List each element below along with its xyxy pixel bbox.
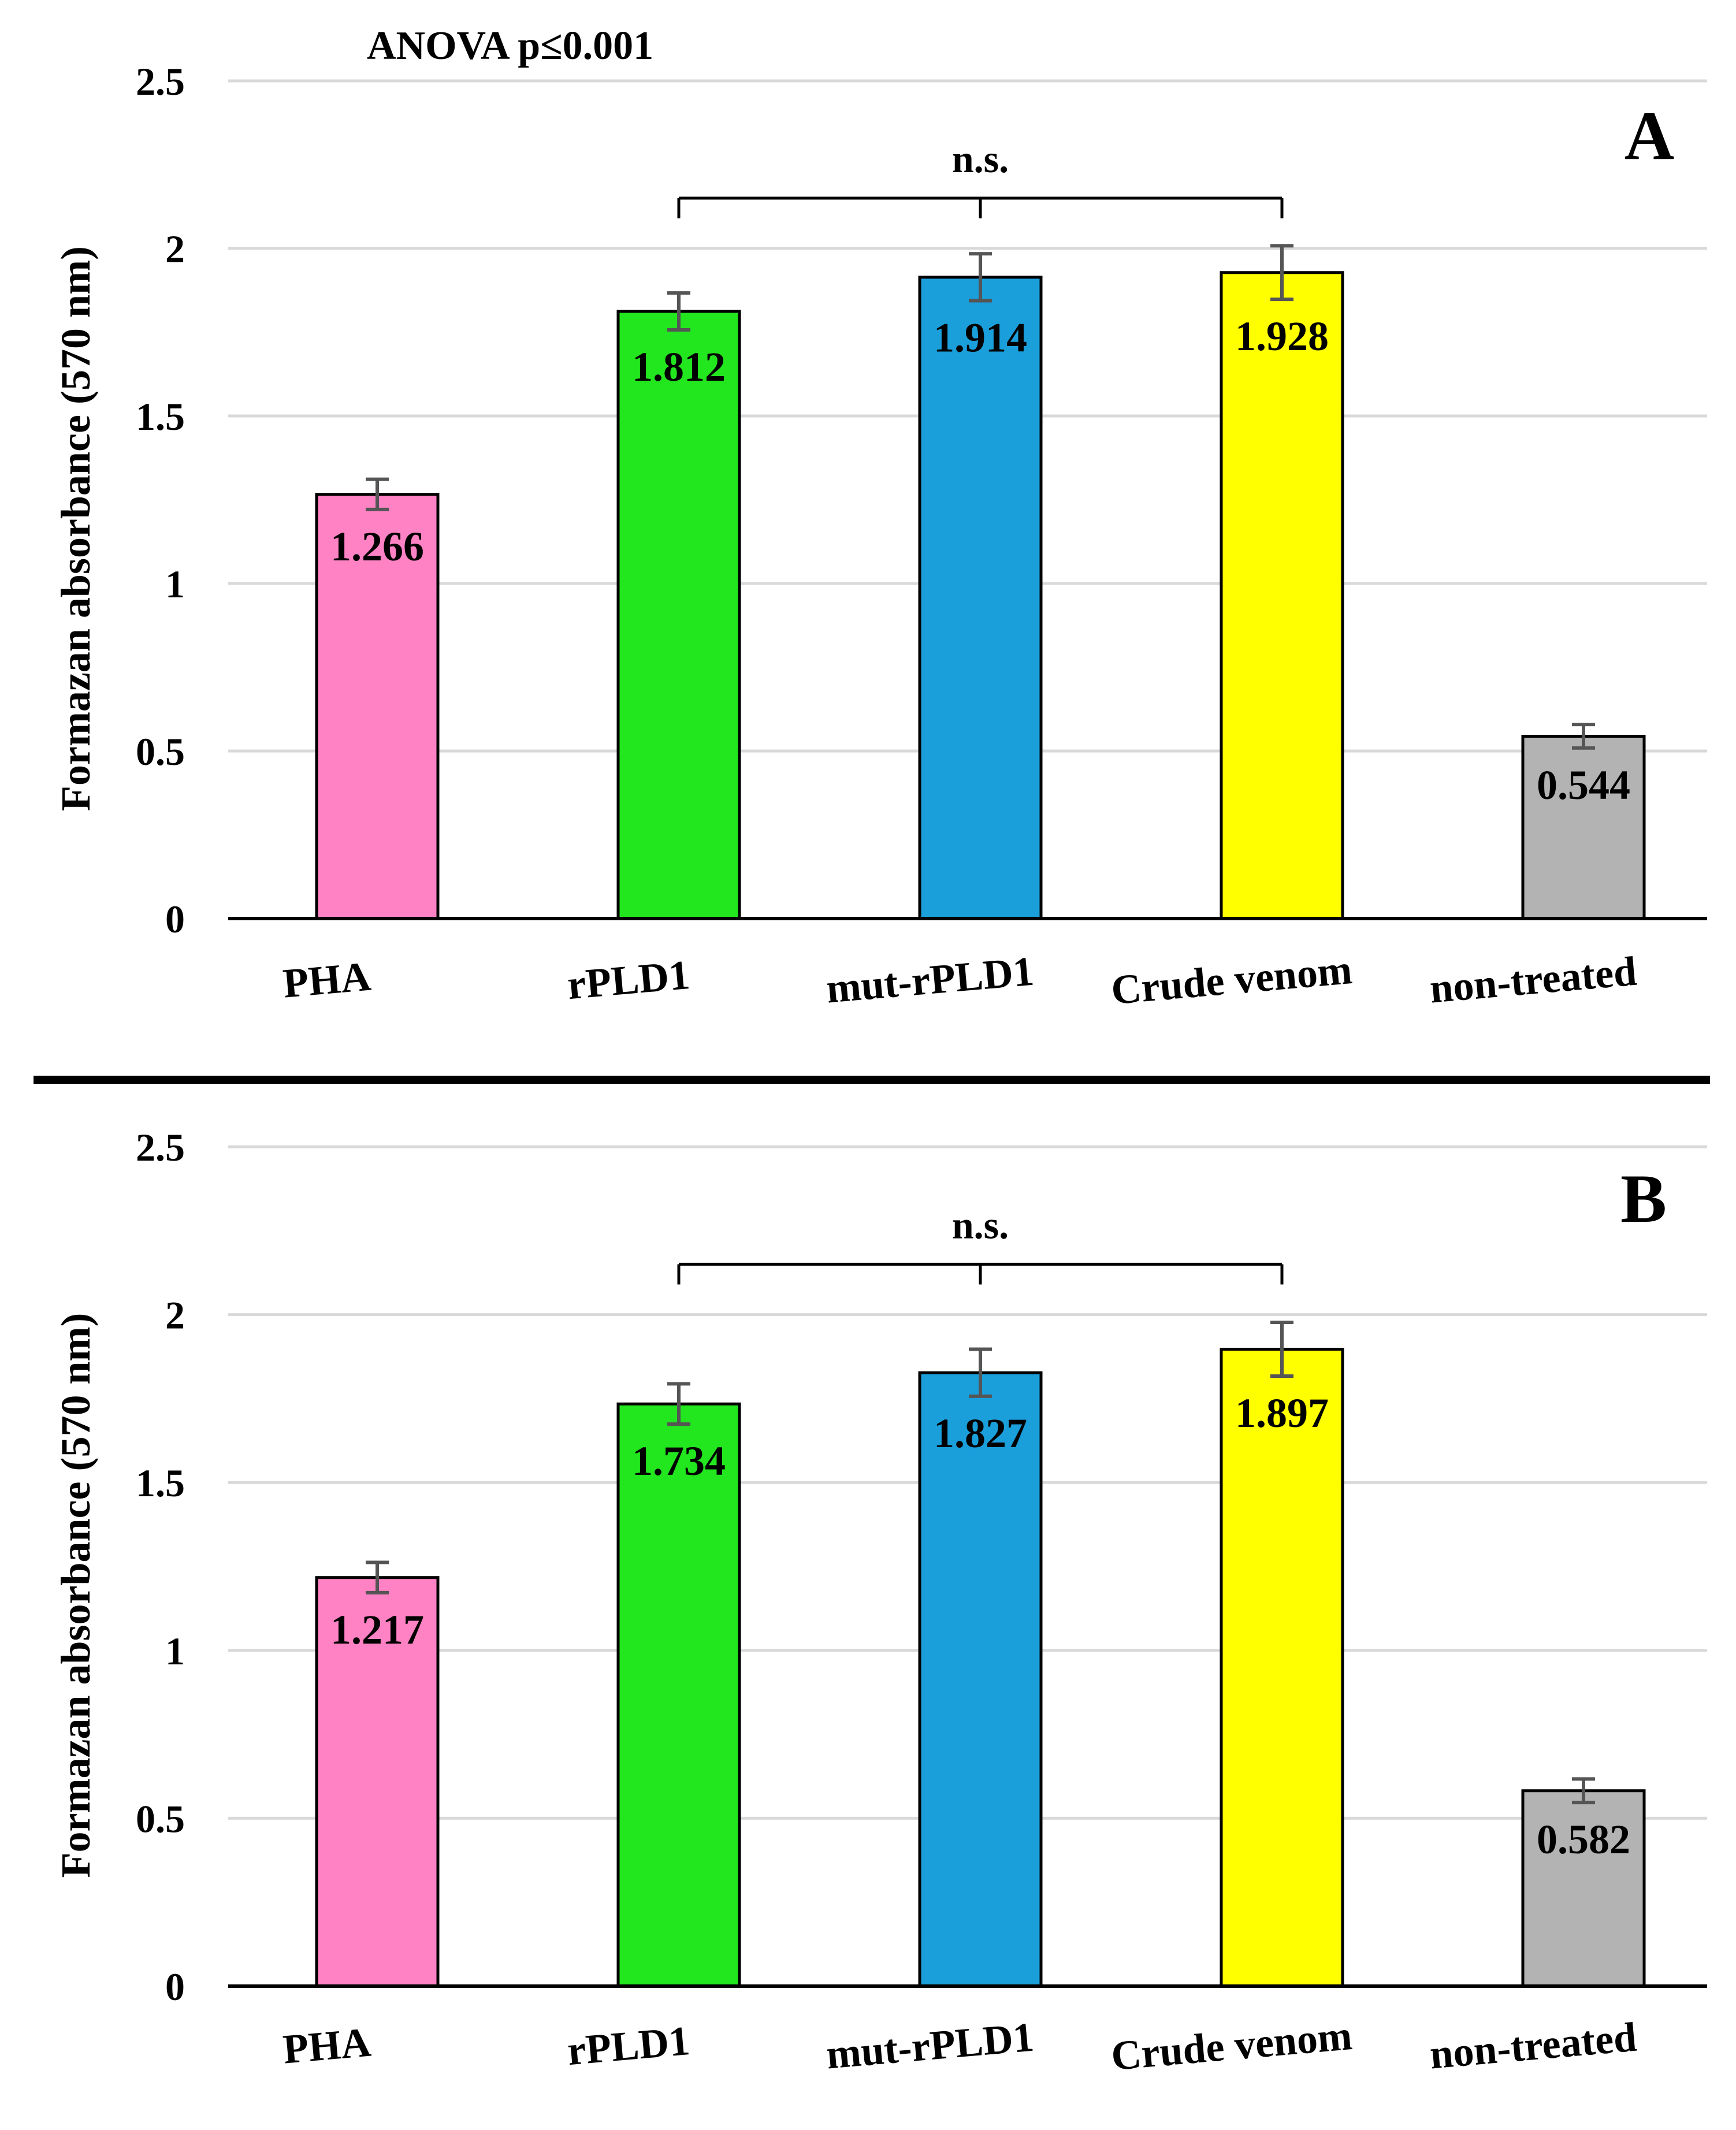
panel-letter: B (1620, 1160, 1667, 1237)
y-tick-label: 2 (165, 1293, 185, 1337)
error-bar (1270, 244, 1293, 302)
panel-b: 0 0.5 1 1.5 2 2.5 Formazan absorbance (570 nm)… (53, 1125, 1707, 2079)
y-tick-label: 0 (165, 897, 185, 941)
y-tick-label: 2 (165, 227, 185, 271)
bar-value-label: 1.266 (330, 523, 424, 570)
y-tick-label: 1.5 (136, 1461, 185, 1505)
bar-value-label: 1.914 (934, 314, 1027, 360)
error-bar (1572, 1777, 1595, 1805)
significance-label: n.s. (952, 137, 1009, 181)
significance-label: n.s. (952, 1203, 1009, 1247)
bar-non-treated (1521, 734, 1646, 920)
y-tick-label: 2.5 (136, 60, 185, 103)
error-bar (969, 1347, 992, 1398)
x-category-label: PHA (281, 2019, 373, 2073)
bar-value-label: 1.217 (330, 1607, 424, 1653)
y-tick-label: 0 (165, 1965, 185, 2009)
bar-value-label: 1.928 (1235, 313, 1329, 359)
x-category-label: non-treated (1428, 2014, 1638, 2078)
bar-value-label: 1.897 (1235, 1390, 1329, 1436)
y-axis-title: Formazan absorbance (570 nm) (53, 246, 99, 811)
bar-value-label: 1.734 (632, 1438, 726, 1484)
x-category-label: rPLD1 (566, 2017, 692, 2074)
bar-pha (315, 493, 440, 920)
bar-value-label: 1.827 (934, 1410, 1027, 1456)
x-category-label: mut-rPLD1 (824, 2014, 1036, 2078)
significance-bracket (677, 196, 1284, 218)
x-category-label: PHA (281, 953, 373, 1007)
panel-a: 0 0.5 1 1.5 2 2.5 Formazan absorbance (570 nm)… (53, 60, 1707, 1013)
y-tick-label: 0.5 (136, 730, 185, 774)
panel-letter: A (1625, 97, 1675, 174)
bar-pha (315, 1576, 440, 1988)
x-category-label: Crude venom (1109, 946, 1354, 1013)
y-tick-label: 1 (165, 562, 185, 606)
error-bar (1270, 1320, 1293, 1378)
x-category-label: non-treated (1428, 948, 1638, 1012)
bar-crude-venom (1220, 1347, 1344, 1988)
bar-crude-venom (1220, 271, 1344, 920)
bar-value-label: 0.544 (1537, 762, 1630, 808)
x-category-label: rPLD1 (566, 951, 692, 1008)
y-axis-title: Formazan absorbance (570 nm) (53, 1313, 99, 1878)
x-category-label: Crude venom (1109, 2012, 1354, 2079)
bar-mut-rpld1 (918, 1371, 1043, 1988)
y-tick-label: 1.5 (136, 395, 185, 438)
bar-rpld1 (616, 1402, 741, 1988)
anova-annotation: ANOVA p≤0.001 (367, 24, 653, 68)
error-bar (667, 1382, 690, 1426)
y-tick-label: 2.5 (136, 1125, 185, 1169)
error-bar (366, 1560, 389, 1594)
y-tick-label: 1 (165, 1629, 185, 1673)
y-tick-label: 0.5 (136, 1797, 185, 1841)
error-bar (667, 291, 690, 332)
bar-value-label: 0.582 (1537, 1816, 1630, 1863)
error-bar (366, 477, 389, 511)
bar-mut-rpld1 (918, 276, 1043, 920)
bar-value-label: 1.812 (632, 344, 726, 390)
error-bar (969, 252, 992, 303)
error-bar (1572, 723, 1595, 750)
bar-rpld1 (616, 310, 741, 920)
x-category-label: mut-rPLD1 (824, 948, 1036, 1012)
significance-bracket (677, 1262, 1284, 1285)
